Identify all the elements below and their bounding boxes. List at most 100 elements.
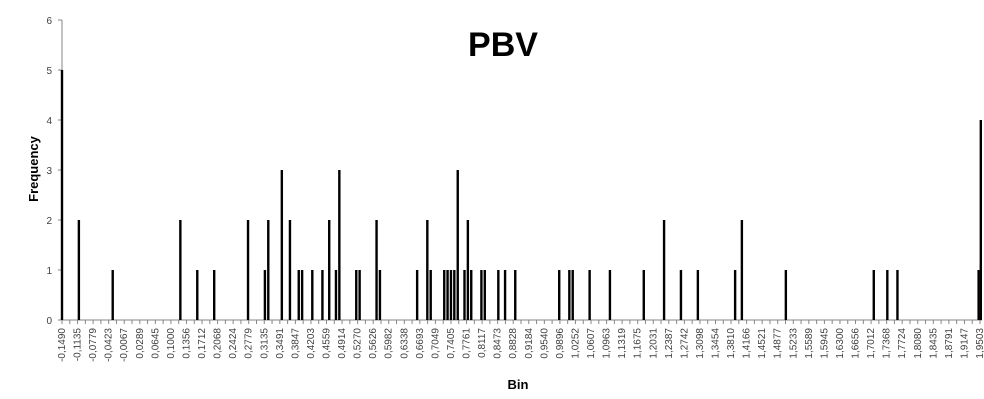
- histogram-bar: [514, 270, 517, 320]
- histogram-bar: [456, 170, 459, 320]
- histogram-bar: [463, 270, 466, 320]
- histogram-bar: [453, 270, 456, 320]
- histogram-bar: [246, 220, 250, 320]
- histogram-bar: [503, 270, 507, 320]
- x-tick-label: 1,8435: [928, 328, 939, 359]
- x-tick-label: 0,8117: [477, 328, 488, 358]
- histogram-bar: [196, 270, 199, 320]
- chart-title: PBV: [468, 26, 538, 64]
- histogram-bar: [483, 270, 486, 320]
- x-tick-label: 1,2742: [679, 328, 690, 359]
- x-tick-label: 0,5626: [368, 328, 379, 359]
- histogram-bar: [642, 270, 645, 320]
- histogram-bar: [470, 270, 473, 320]
- x-tick-label: 1,2031: [648, 328, 659, 359]
- x-tick-label: 0,9896: [555, 328, 566, 359]
- histogram-bar: [449, 270, 453, 320]
- x-tick-label: 1,0963: [602, 328, 613, 359]
- x-tick-label: 0,1356: [181, 328, 192, 359]
- x-tick-label: 0,4914: [337, 328, 348, 359]
- histogram-bar: [429, 270, 432, 320]
- x-tick-label: 1,5589: [804, 328, 815, 359]
- x-axis-title: Bin: [508, 377, 529, 392]
- x-tick-label: 0,2779: [244, 328, 255, 359]
- x-tick-label: 0,1000: [166, 328, 177, 359]
- histogram-bar: [263, 270, 267, 320]
- histogram-bar: [179, 220, 182, 320]
- histogram-bar: [662, 220, 666, 320]
- x-tick-label: 1,0252: [570, 328, 581, 359]
- x-tick-label: 0,7405: [446, 328, 457, 359]
- histogram-bar: [288, 220, 292, 320]
- histogram-bar: [338, 170, 341, 320]
- x-tick-label: 1,8791: [944, 328, 955, 359]
- x-tick-label: 0,2424: [228, 328, 239, 359]
- histogram-bar: [558, 270, 561, 320]
- x-tick-label: 0,8828: [508, 328, 519, 359]
- histogram-bar: [480, 270, 483, 320]
- histogram-bar: [212, 270, 216, 320]
- x-tick-label: 0,0645: [150, 328, 161, 359]
- histogram-bar: [446, 270, 449, 320]
- histogram-bar: [571, 270, 574, 320]
- x-tick-label: 1,3098: [695, 328, 706, 359]
- x-tick-label: 0,4559: [322, 328, 333, 359]
- x-tick-label: 0,5982: [384, 328, 395, 359]
- x-tick-label: 0,3847: [290, 328, 301, 359]
- x-tick-label: 0,6338: [399, 328, 410, 359]
- histogram-bar: [588, 270, 591, 320]
- histogram-bar: [328, 220, 331, 320]
- x-tick-label: 0,9184: [524, 328, 535, 359]
- histogram-bar: [77, 220, 81, 320]
- x-tick-label: 1,4166: [742, 328, 753, 359]
- x-tick-label: 0,5270: [353, 328, 364, 359]
- x-tick-label: 1,5233: [788, 328, 799, 359]
- histogram-bar: [733, 270, 737, 320]
- histogram-bar: [375, 220, 378, 320]
- histogram-bar: [740, 220, 744, 320]
- histogram-bar: [568, 270, 571, 320]
- x-tick-label: 0,7761: [462, 328, 473, 359]
- x-tick-label: 0,9540: [539, 328, 550, 359]
- histogram-bar: [311, 270, 314, 320]
- x-tick-label: -0,0067: [119, 328, 130, 362]
- x-tick-label: 1,9147: [959, 328, 970, 359]
- x-tick-label: 0,1712: [197, 328, 208, 359]
- histogram-bar: [415, 270, 419, 320]
- histogram-bar: [886, 270, 889, 320]
- x-tick-label: -0,1135: [73, 328, 84, 362]
- histogram-bar: [608, 270, 612, 320]
- x-tick-label: 1,7368: [882, 328, 893, 359]
- x-tick-label: 0,4203: [306, 328, 317, 359]
- histogram-bar: [297, 270, 300, 320]
- y-tick-label: 6: [46, 16, 52, 27]
- x-tick-label: 1,3810: [726, 328, 737, 359]
- histogram-bar: [497, 270, 500, 320]
- histogram-bar: [784, 270, 788, 320]
- x-tick-label: 1,2387: [664, 328, 675, 359]
- x-tick-label: 1,7724: [897, 328, 908, 359]
- x-tick-label: 0,0289: [135, 328, 146, 359]
- y-tick-label: 1: [46, 266, 52, 277]
- x-tick-label: 1,0607: [586, 328, 597, 359]
- x-tick-label: 1,1319: [617, 328, 628, 359]
- y-tick-label: 4: [46, 116, 52, 127]
- histogram-bar: [321, 270, 324, 320]
- x-tick-label: -0,0423: [104, 328, 115, 362]
- histogram-bar: [355, 270, 358, 320]
- y-tick-label: 5: [46, 66, 52, 77]
- x-tick-label: 1,9503: [975, 328, 984, 359]
- x-tick-label: 1,6656: [851, 328, 862, 359]
- histogram-bar: [358, 270, 361, 320]
- histogram-bar: [378, 270, 382, 320]
- y-tick-label: 2: [46, 216, 52, 227]
- y-tick-label: 0: [46, 316, 52, 327]
- plot-area: 0 1 2 3 4 5 6 -0,1490 -0,1135 -0,0779 -0,0423 -0,00…: [46, 16, 984, 362]
- x-tick-label: 0,8473: [493, 328, 504, 359]
- x-tick-label: 1,7012: [866, 328, 877, 359]
- histogram-bar: [267, 220, 270, 320]
- x-tick-label: 1,1675: [633, 328, 644, 359]
- histogram-bar: [280, 170, 284, 320]
- histogram-bar: [979, 120, 982, 320]
- x-tick-label: 1,5945: [819, 328, 830, 359]
